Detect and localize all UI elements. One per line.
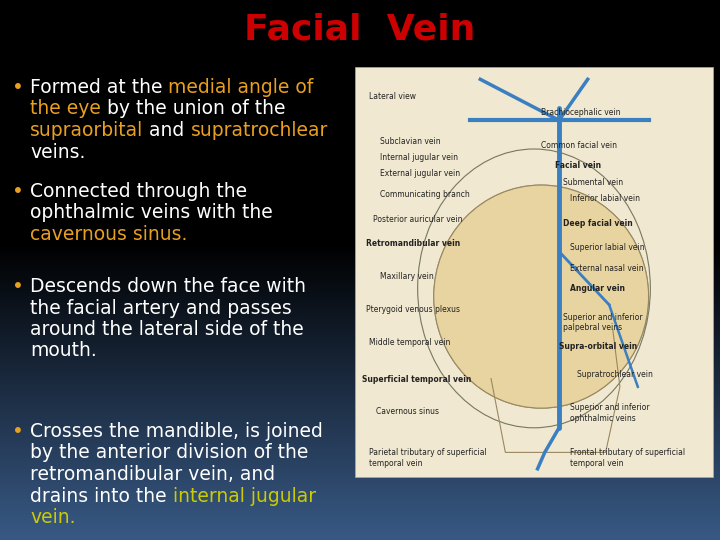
FancyBboxPatch shape	[355, 67, 713, 477]
Text: internal jugular: internal jugular	[173, 487, 316, 505]
Text: Lateral view: Lateral view	[369, 92, 416, 100]
Text: ophthalmic veins with the: ophthalmic veins with the	[30, 204, 273, 222]
Text: Maxillary vein: Maxillary vein	[380, 272, 434, 281]
Text: Middle temporal vein: Middle temporal vein	[369, 338, 451, 347]
Text: Descends down the face with: Descends down the face with	[30, 277, 306, 296]
Text: Angular vein: Angular vein	[570, 284, 625, 293]
Text: Superior labial vein: Superior labial vein	[570, 244, 644, 252]
Text: Crosses the mandible, is joined: Crosses the mandible, is joined	[30, 422, 323, 441]
Text: •: •	[12, 277, 24, 296]
Text: Posterior auricular vein: Posterior auricular vein	[373, 214, 462, 224]
Text: External nasal vein: External nasal vein	[570, 264, 644, 273]
Text: mouth.: mouth.	[30, 341, 96, 361]
Text: Communicating branch: Communicating branch	[380, 190, 470, 199]
Text: Superior and inferior
ophthalmic veins: Superior and inferior ophthalmic veins	[570, 403, 649, 423]
Text: Retromandibular vein: Retromandibular vein	[366, 239, 460, 248]
Text: vein.: vein.	[30, 508, 76, 527]
Text: Superior and inferior
palpebral veins: Superior and inferior palpebral veins	[562, 313, 642, 333]
Text: Supratrochlear vein: Supratrochlear vein	[577, 370, 653, 380]
Text: medial angle of: medial angle of	[168, 78, 314, 97]
Text: •: •	[12, 422, 24, 441]
Text: the eye: the eye	[30, 99, 101, 118]
Text: Subclavian vein: Subclavian vein	[380, 137, 441, 146]
Text: around the lateral side of the: around the lateral side of the	[30, 320, 304, 339]
Text: the facial artery and passes: the facial artery and passes	[30, 299, 292, 318]
Text: Inferior labial vein: Inferior labial vein	[570, 194, 640, 203]
Text: Parietal tributary of superficial
temporal vein: Parietal tributary of superficial tempor…	[369, 448, 487, 468]
Text: Cavernous sinus: Cavernous sinus	[377, 407, 439, 416]
Text: •: •	[12, 182, 24, 201]
Text: drains into the: drains into the	[30, 487, 173, 505]
Text: Facial  Vein: Facial Vein	[244, 13, 476, 47]
Text: Connected through the: Connected through the	[30, 182, 247, 201]
Text: veins.: veins.	[30, 143, 86, 161]
Text: Common facial vein: Common facial vein	[541, 141, 617, 150]
Text: Formed at the: Formed at the	[30, 78, 168, 97]
Text: External jugular vein: External jugular vein	[380, 170, 460, 179]
Text: Deep facial vein: Deep facial vein	[562, 219, 632, 228]
Text: supratrochlear: supratrochlear	[191, 121, 328, 140]
Text: Brachiocephalic vein: Brachiocephalic vein	[541, 108, 621, 117]
Text: Submental vein: Submental vein	[562, 178, 623, 187]
Text: by the union of the: by the union of the	[101, 99, 285, 118]
Text: by the anterior division of the: by the anterior division of the	[30, 443, 308, 462]
Text: supraorbital: supraorbital	[30, 121, 143, 140]
Ellipse shape	[433, 185, 649, 408]
Text: Superficial temporal vein: Superficial temporal vein	[362, 375, 472, 383]
Text: cavernous sinus.: cavernous sinus.	[30, 225, 187, 244]
Text: Pterygoid venous plexus: Pterygoid venous plexus	[366, 305, 460, 314]
Text: Internal jugular vein: Internal jugular vein	[380, 153, 458, 162]
Text: Supra-orbital vein: Supra-orbital vein	[559, 342, 637, 350]
Text: and: and	[143, 121, 191, 140]
Text: Frontal tributary of superficial
temporal vein: Frontal tributary of superficial tempora…	[570, 448, 685, 468]
Text: •: •	[12, 78, 24, 97]
Text: Facial vein: Facial vein	[556, 161, 602, 170]
Text: retromandibular vein, and: retromandibular vein, and	[30, 465, 275, 484]
